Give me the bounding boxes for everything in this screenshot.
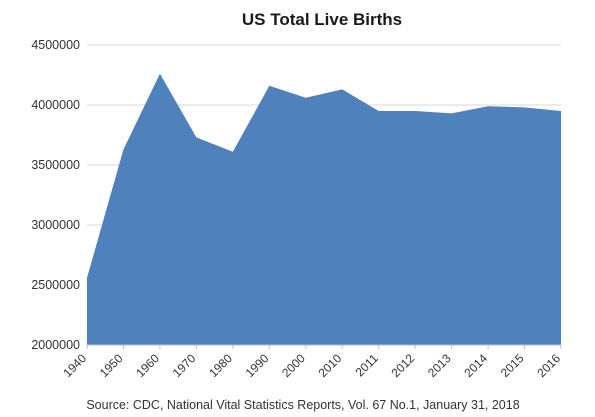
x-tick-label: 1960: [133, 351, 162, 380]
x-tick-label: 1990: [243, 351, 272, 380]
x-tick-label: 2015: [498, 351, 527, 380]
x-tick-label: 1950: [97, 351, 126, 380]
x-tick-label: 1970: [170, 351, 199, 380]
chart-title: US Total Live Births: [242, 10, 402, 29]
x-tick-label: 2016: [534, 351, 563, 380]
y-tick-label: 4500000: [31, 38, 80, 52]
y-tick-label: 4000000: [31, 98, 80, 112]
source-note: Source: CDC, National Vital Statistics R…: [86, 398, 519, 412]
y-tick-label: 2000000: [31, 338, 80, 352]
x-tick-label: 1980: [206, 351, 235, 380]
x-tick-label: 2010: [316, 351, 345, 380]
x-tick-label: 2014: [461, 351, 490, 380]
y-axis: 2000000 2500000 3000000 3500000 4000000 45000…: [31, 38, 80, 352]
y-tick-label: 3500000: [31, 158, 80, 172]
y-tick-label: 2500000: [31, 278, 80, 292]
x-axis: 1940 1950 1960 1970 1980 1990 2000 2010 2011 2012…: [60, 345, 563, 380]
x-tick-label: 2000: [279, 351, 308, 380]
area-series: [87, 73, 561, 346]
x-tick-label: 2013: [425, 351, 454, 380]
y-tick-label: 3000000: [31, 218, 80, 232]
x-tick-label: 2012: [388, 351, 417, 380]
x-tick-label: 2011: [353, 351, 381, 379]
x-tick-label: 1940: [60, 351, 89, 380]
